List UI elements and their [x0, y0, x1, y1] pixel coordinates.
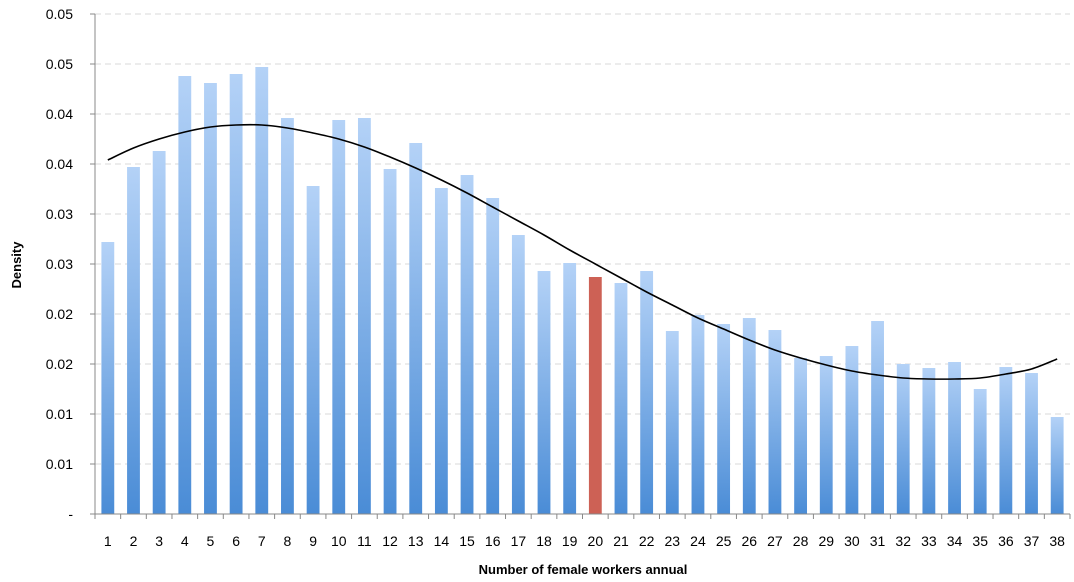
x-tick-label: 34 [947, 533, 963, 549]
bar [332, 120, 346, 514]
x-tick-label: 20 [588, 533, 604, 549]
bar [819, 356, 833, 514]
bar [204, 83, 217, 514]
bar [306, 186, 320, 514]
y-tick-label: 0.02 [46, 356, 73, 372]
y-tick-label: - [68, 506, 73, 522]
x-tick-label: 28 [793, 533, 809, 549]
x-tick-label: 36 [998, 533, 1014, 549]
x-tick-label: 11 [357, 533, 372, 549]
bar [717, 324, 731, 514]
bar [178, 76, 192, 514]
y-tick-label: 0.05 [46, 56, 73, 72]
x-tick-label: 35 [972, 533, 988, 549]
bar [255, 67, 269, 514]
trend-line [107, 123, 1058, 380]
axes [94, 14, 1071, 519]
x-tick-label: 9 [309, 533, 317, 549]
bar [973, 389, 987, 514]
bar [460, 175, 474, 514]
bar [999, 367, 1013, 514]
x-tick-label: 32 [895, 533, 911, 549]
bar [948, 362, 961, 514]
x-tick-label: 5 [207, 533, 215, 549]
x-tick-label: 1 [104, 533, 112, 549]
bar [511, 235, 525, 514]
bar [486, 198, 500, 514]
bar [794, 358, 808, 514]
bar [640, 271, 654, 514]
y-tick-label: 0.04 [46, 106, 73, 122]
bar [383, 169, 397, 514]
x-tick-label: 24 [690, 533, 706, 549]
x-tick-label: 3 [155, 533, 163, 549]
bar [896, 364, 910, 514]
bar [614, 283, 628, 514]
x-tick-label: 31 [870, 533, 886, 549]
bar [357, 118, 371, 514]
y-axis-title: Density [9, 241, 24, 289]
bar [871, 321, 884, 514]
x-tick-label: 6 [232, 533, 240, 549]
bar [1025, 373, 1038, 514]
y-tick-labels: - 0.01 0.01 0.02 0.02 0.03 0.03 0.04 0.04 0.05 0.0… [46, 6, 74, 522]
bar [665, 331, 679, 514]
x-tick-label: 14 [434, 533, 450, 549]
x-tick-label: 7 [258, 533, 266, 549]
bar [127, 167, 140, 514]
x-tick-labels: 1 2 3 4 5 6 7 8 9 10 11 12 13 14 15 16 17 18 19 20 21 22 23 24 2… [104, 533, 1065, 549]
x-tick-label: 33 [921, 533, 937, 549]
bar [691, 315, 705, 514]
x-tick-label: 19 [562, 533, 578, 549]
y-tick-label: 0.04 [46, 156, 73, 172]
x-tick-label: 10 [331, 533, 347, 549]
x-tick-label: 15 [459, 533, 475, 549]
bar [922, 368, 936, 514]
bar [845, 346, 859, 514]
x-tick-label: 30 [844, 533, 860, 549]
x-axis-title: Number of female workers annual [479, 562, 688, 577]
x-tick-label: 37 [1024, 533, 1040, 549]
x-tick-label: 25 [716, 533, 732, 549]
bar [409, 143, 423, 514]
bar [152, 151, 166, 514]
x-tick-label: 17 [511, 533, 527, 549]
x-tick-label: 21 [613, 533, 629, 549]
x-tick-label: 2 [130, 533, 138, 549]
bar [101, 242, 115, 514]
x-tick-label: 27 [767, 533, 783, 549]
x-tick-label: 23 [665, 533, 681, 549]
bars [101, 67, 1064, 514]
y-tick-label: 0.01 [46, 456, 73, 472]
y-tick-label: 0.05 [46, 6, 73, 22]
bar [588, 277, 602, 514]
bar [742, 318, 756, 514]
bar [563, 263, 577, 514]
x-tick-label: 18 [536, 533, 552, 549]
y-tick-label: 0.01 [46, 406, 73, 422]
y-tick-label: 0.03 [46, 206, 73, 222]
bar [1050, 417, 1064, 514]
x-tick-label: 22 [639, 533, 655, 549]
x-tick-label: 4 [181, 533, 189, 549]
y-tick-label: 0.03 [46, 256, 73, 272]
x-tick-label: 12 [382, 533, 398, 549]
bar [768, 330, 782, 514]
x-tick-label: 13 [408, 533, 424, 549]
bar [434, 188, 448, 514]
x-tick-label: 38 [1049, 533, 1065, 549]
bar [229, 74, 243, 514]
x-tick-label: 29 [818, 533, 834, 549]
y-tick-label: 0.02 [46, 306, 73, 322]
x-tick-label: 8 [284, 533, 292, 549]
x-tick-label: 26 [741, 533, 757, 549]
bar [281, 118, 294, 514]
x-tick-label: 16 [485, 533, 501, 549]
bar [537, 271, 551, 514]
